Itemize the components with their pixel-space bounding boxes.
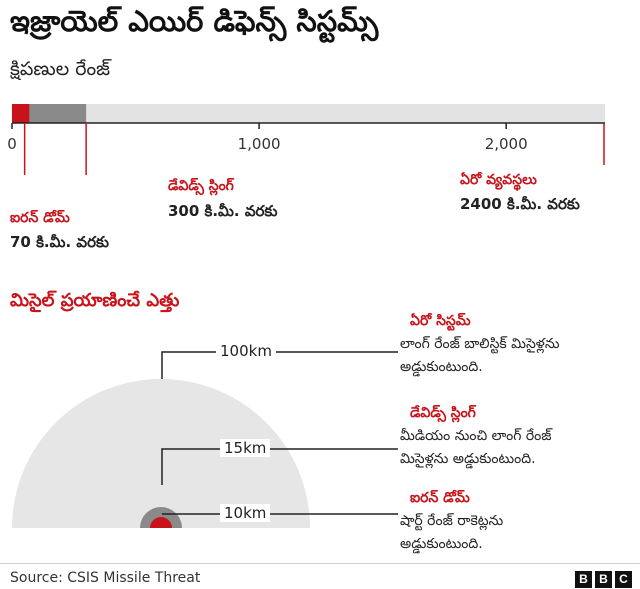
altitude-label-10km: 10km: [220, 504, 271, 522]
davids-sling-name: డేవిడ్స్ స్లింగ్: [168, 178, 234, 194]
range-bar-background: [12, 104, 605, 123]
leader-100km: [161, 351, 398, 379]
iron-dome-desc-line2: అడ్డుకుంటుంది.: [400, 536, 483, 552]
range-bar-iron-dome: [12, 104, 30, 123]
altitude-label-15km: 15km: [220, 439, 271, 457]
altitude-label-100km: 100km: [216, 342, 276, 360]
iron-dome-range: 70 కి.మీ. వరకు: [10, 233, 109, 251]
arrow-altitude-dome: [12, 379, 310, 528]
davids-sling-range: 300 కి.మీ. వరకు: [168, 202, 278, 220]
bbc-logo-c: C: [615, 571, 632, 588]
tick-label-0: 0: [7, 135, 17, 153]
iron-dome-alt-name: ఐరన్ డోమ్: [410, 490, 470, 506]
source-note: Source: CSIS Missile Threat: [10, 570, 201, 586]
arrow-system-desc-line2: అడ్డుకుంటుంది.: [400, 359, 483, 375]
altitude-chart: [12, 351, 398, 528]
davids-sling-desc-line2: మిసైళ్లను అడ్డుకుంటుంది.: [400, 451, 536, 467]
davids-sling-alt-name: డేవిడ్స్ స్లింగ్: [410, 405, 476, 421]
arrow-system-desc-line1: లాంగ్ రేంజ్ బాలిస్టిక్ మిసైళ్లను: [400, 336, 560, 352]
altitude-heading: మిసైల్ ప్రయాణించే ఎత్తు: [10, 290, 180, 311]
chart-title: ఇజ్రాయెల్ ఎయిర్ డిఫెన్స్ సిస్టమ్స్: [10, 4, 379, 38]
iron-dome-name: ఐరన్ డోమ్: [10, 210, 70, 226]
tick-label-2000: 2,000: [484, 135, 528, 153]
arrow-system-alt-name: ఏరో సిస్టమ్: [410, 313, 471, 329]
leader-davids-sling: [85, 123, 87, 175]
bbc-logo-b2: B: [595, 571, 612, 588]
leader-15km: [161, 448, 398, 485]
arrow-system-range: 2400 కి.మీ. వరకు: [460, 195, 580, 213]
iron-dome-altitude-dome: [150, 517, 172, 528]
range-chart: [11, 104, 605, 175]
footer-divider: [0, 563, 640, 564]
iron-dome-desc-line1: షార్ట్ రేంజ్ రాకెట్లను: [400, 513, 504, 529]
range-leader-lines: [23, 123, 605, 175]
tick-label-1000: 1,000: [237, 135, 281, 153]
range-axis-ticks: [11, 123, 507, 129]
arrow-system-name: ఏరో వ్యవస్థలు: [460, 172, 537, 188]
bbc-logo-b1: B: [575, 571, 592, 588]
range-subtitle: క్షిపణుల రేంజ్: [10, 58, 110, 80]
davids-sling-desc-line1: మీడియం నుంచి లాంగ్ రేంజ్: [400, 428, 552, 444]
range-bar-davids-sling: [12, 104, 87, 123]
